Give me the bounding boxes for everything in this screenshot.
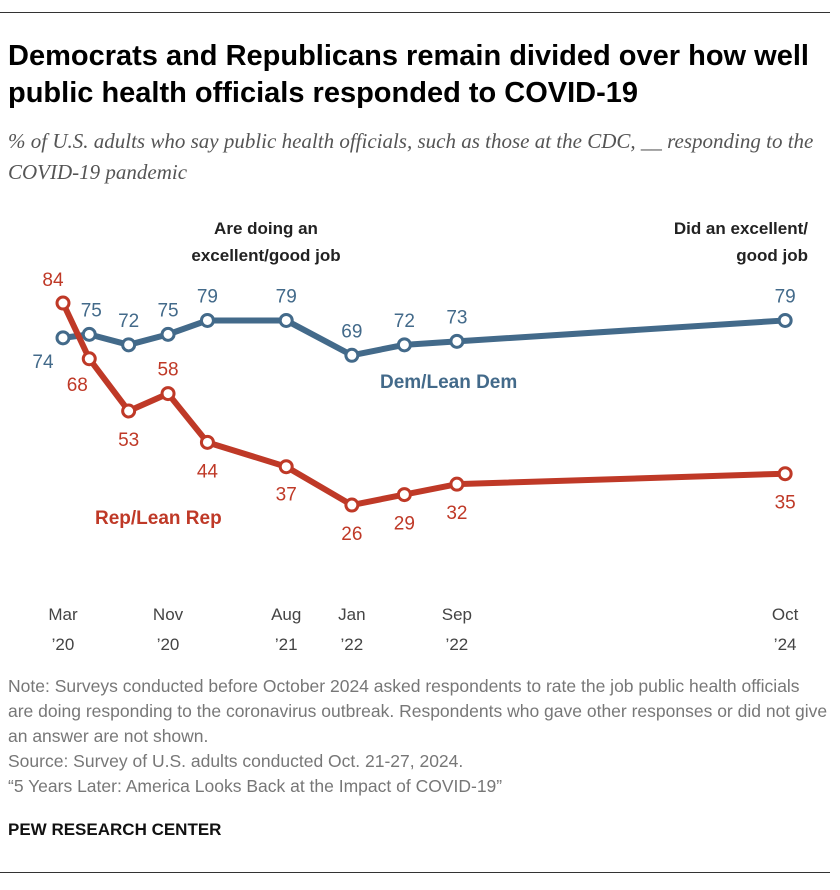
data-point — [55, 330, 71, 346]
x-tick-label: Oct — [772, 605, 799, 624]
chart-title: Democrats and Republicans remain divided… — [8, 40, 809, 109]
data-point — [396, 337, 412, 353]
series-label-rep: Rep/Lean Rep — [95, 508, 222, 529]
x-tick-label: Mar — [48, 605, 78, 624]
data-point — [199, 434, 215, 450]
data-label: 37 — [276, 485, 297, 506]
data-point — [81, 326, 97, 342]
annotation-right-2: good job — [736, 246, 808, 265]
data-label: 72 — [118, 311, 139, 332]
data-label: 73 — [446, 307, 467, 328]
data-point — [777, 466, 793, 482]
data-point — [449, 476, 465, 492]
x-tick-label: ’24 — [774, 635, 797, 654]
data-point — [121, 403, 137, 419]
data-point — [81, 351, 97, 367]
data-label: 84 — [42, 270, 64, 291]
data-point — [199, 312, 215, 328]
chart-subtitle: % of U.S. adults who say public health o… — [8, 129, 814, 184]
x-tick-label: Sep — [442, 605, 472, 624]
data-label: 44 — [197, 461, 219, 482]
annotation-right-1: Did an excellent/ — [674, 219, 808, 238]
x-tick-label: ’20 — [157, 635, 180, 654]
top-rule — [0, 12, 830, 13]
series-line-dem — [62, 317, 786, 359]
data-label: 72 — [394, 311, 415, 332]
x-tick-label: Aug — [271, 605, 301, 624]
report-text: “5 Years Later: America Looks Back at th… — [8, 776, 503, 796]
data-point — [777, 312, 793, 328]
data-point — [449, 333, 465, 349]
data-point — [344, 497, 360, 513]
brand-logo-text: PEW RESEARCH CENTER — [8, 820, 222, 839]
data-label: 35 — [775, 493, 796, 514]
data-point — [344, 347, 360, 363]
x-tick-label: ’22 — [341, 635, 364, 654]
data-label: 26 — [341, 524, 362, 545]
data-label: 69 — [341, 321, 362, 342]
data-label: 75 — [157, 300, 178, 321]
note-text: Note: Surveys conducted before October 2… — [8, 676, 828, 746]
data-label: 53 — [118, 430, 139, 451]
data-point — [160, 386, 176, 402]
line-chart: Are doing an excellent/good job Did an e… — [32, 219, 808, 654]
data-label: 32 — [446, 503, 467, 524]
annotation-left-1: Are doing an — [214, 219, 318, 238]
data-label: 68 — [67, 375, 88, 396]
source-text: Source: Survey of U.S. adults conducted … — [8, 751, 464, 771]
data-point — [278, 459, 294, 475]
data-label: 79 — [197, 286, 218, 307]
annotation-left-2: excellent/good job — [191, 246, 340, 265]
data-label: 74 — [32, 352, 54, 373]
data-label: 79 — [775, 286, 796, 307]
data-label: 79 — [276, 286, 297, 307]
data-point — [278, 312, 294, 328]
x-tick-label: Nov — [153, 605, 184, 624]
series-label-dem: Dem/Lean Dem — [380, 372, 517, 393]
data-point — [55, 295, 71, 311]
data-point — [160, 326, 176, 342]
x-tick-label: ’21 — [275, 635, 298, 654]
data-point — [121, 337, 137, 353]
data-label: 29 — [394, 514, 415, 535]
bottom-rule — [0, 872, 830, 873]
data-label: 75 — [81, 300, 102, 321]
data-point — [396, 487, 412, 503]
x-tick-label: ’22 — [446, 635, 469, 654]
x-tick-label: Jan — [338, 605, 365, 624]
x-tick-label: ’20 — [52, 635, 75, 654]
notes: Note: Surveys conducted before October 2… — [8, 674, 828, 799]
series-line-rep — [60, 301, 786, 509]
data-label: 58 — [157, 360, 178, 381]
